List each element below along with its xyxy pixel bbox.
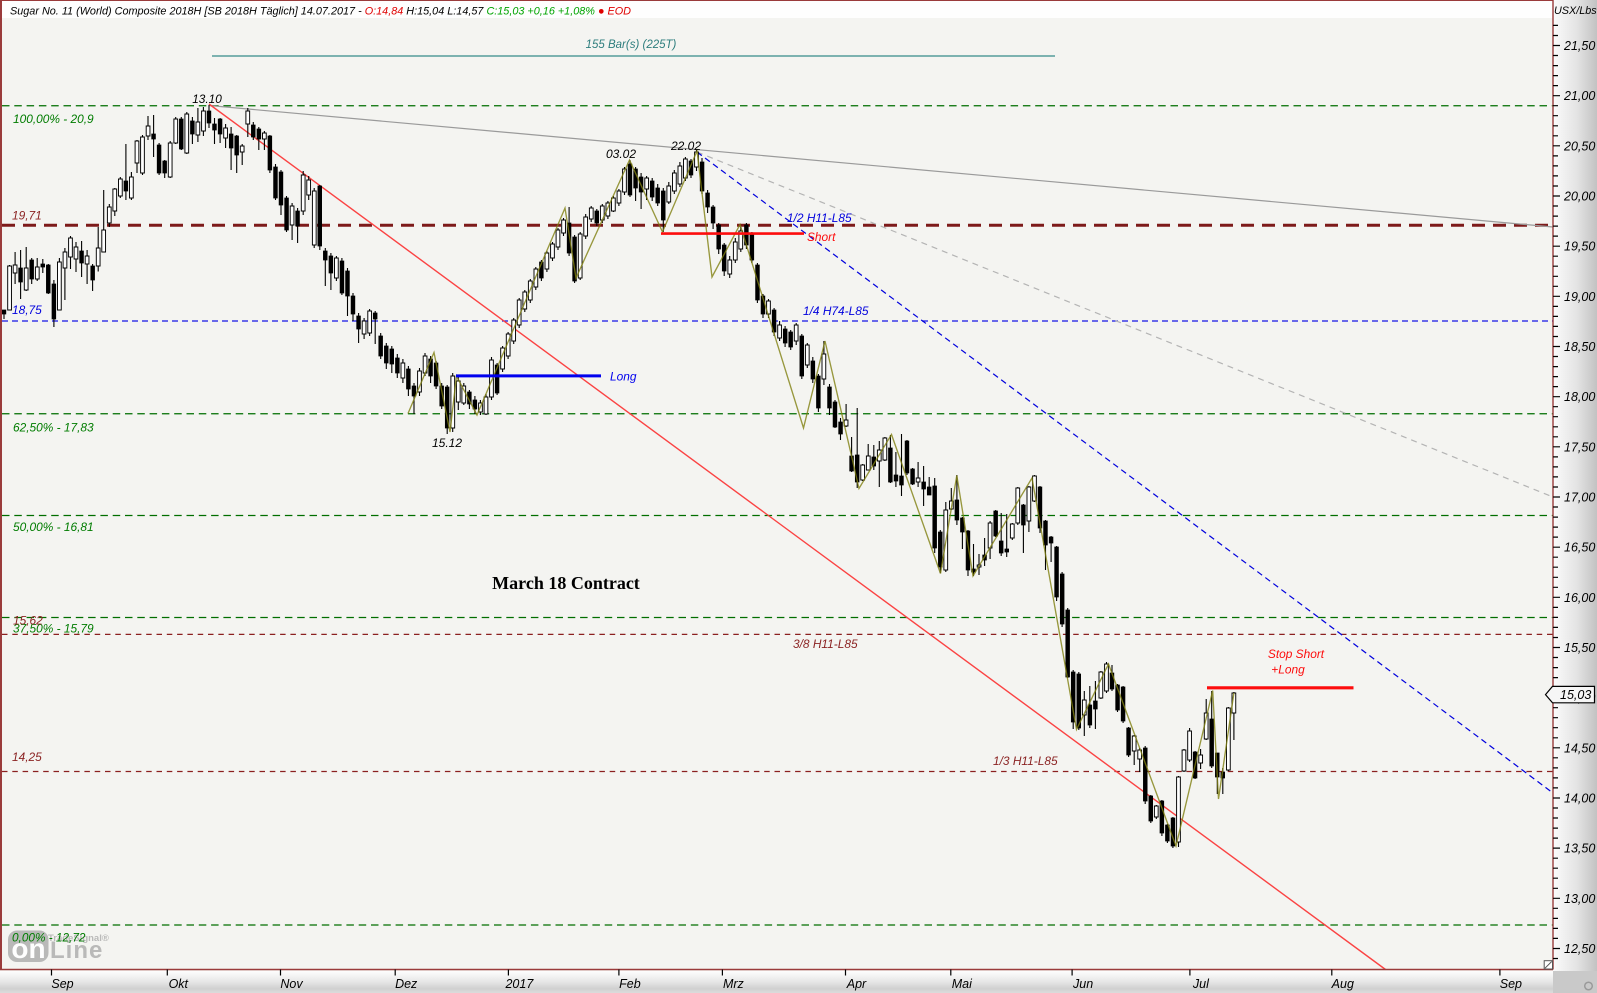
svg-text:Okt: Okt <box>169 977 189 991</box>
svg-text:3/8 H11-L85: 3/8 H11-L85 <box>793 637 858 651</box>
svg-text:19,00: 19,00 <box>1564 290 1595 304</box>
svg-text:21,00: 21,00 <box>1563 89 1595 103</box>
svg-text:12,50: 12,50 <box>1564 942 1595 956</box>
svg-text:1/2 H11-L85: 1/2 H11-L85 <box>787 211 852 225</box>
svg-text:Mai: Mai <box>952 977 973 991</box>
svg-text:Sugar No. 11 (World) Composite: Sugar No. 11 (World) Composite 2018H [SB… <box>10 6 631 18</box>
svg-text:USX/Lbs: USX/Lbs <box>1554 5 1597 17</box>
svg-text:Nov: Nov <box>280 977 303 991</box>
svg-text:Feb: Feb <box>619 977 641 991</box>
svg-text:37,50% - 15,79: 37,50% - 15,79 <box>13 622 94 636</box>
svg-text:14,00: 14,00 <box>1564 791 1595 805</box>
svg-text:21,50: 21,50 <box>1563 39 1595 53</box>
svg-text:17,00: 17,00 <box>1564 490 1595 504</box>
svg-text:15,62: 15,62 <box>13 614 43 628</box>
svg-text:Jul: Jul <box>1192 977 1210 991</box>
svg-text:Sep: Sep <box>1500 977 1522 991</box>
svg-text:18,75: 18,75 <box>12 303 42 317</box>
svg-text:on: on <box>11 933 45 964</box>
svg-text:1/4 H74-L85: 1/4 H74-L85 <box>803 304 869 318</box>
svg-text:0,00% - 12,72: 0,00% - 12,72 <box>12 931 86 945</box>
svg-text:20,50: 20,50 <box>1563 139 1595 153</box>
svg-text:15.12: 15.12 <box>432 436 462 450</box>
svg-text:50,00% - 16,81: 50,00% - 16,81 <box>13 520 94 534</box>
svg-text:16,50: 16,50 <box>1564 541 1595 555</box>
svg-text:18,50: 18,50 <box>1564 340 1595 354</box>
svg-text:155 Bar(s) (225T): 155 Bar(s) (225T) <box>586 39 677 51</box>
svg-text:13,00: 13,00 <box>1564 892 1595 906</box>
svg-text:March 18 Contract: March 18 Contract <box>492 573 640 593</box>
svg-text:100,00% - 20,9: 100,00% - 20,9 <box>13 112 94 126</box>
svg-text:13,50: 13,50 <box>1564 842 1595 856</box>
svg-text:1/3 H11-L85: 1/3 H11-L85 <box>993 754 1058 768</box>
svg-text:Sep: Sep <box>51 977 73 991</box>
svg-text:Long: Long <box>610 370 637 384</box>
svg-text:17,50: 17,50 <box>1564 440 1595 454</box>
svg-text:Mrz: Mrz <box>723 977 745 991</box>
svg-text:16,00: 16,00 <box>1564 591 1595 605</box>
svg-text:Jun: Jun <box>1072 977 1093 991</box>
svg-text:15,03: 15,03 <box>1560 688 1591 702</box>
svg-text:2017: 2017 <box>504 977 534 991</box>
svg-text:+Long: +Long <box>1271 663 1305 677</box>
svg-text:Dez: Dez <box>395 977 418 991</box>
svg-text:19,71: 19,71 <box>12 209 42 223</box>
svg-text:14,50: 14,50 <box>1564 741 1595 755</box>
svg-text:03.02: 03.02 <box>606 147 636 161</box>
svg-text:Stop Short: Stop Short <box>1268 647 1325 661</box>
svg-text:Apr: Apr <box>846 977 867 991</box>
svg-text:Short: Short <box>807 230 836 244</box>
svg-text:13.10: 13.10 <box>192 92 222 106</box>
svg-text:19,50: 19,50 <box>1564 240 1595 254</box>
svg-text:Aug: Aug <box>1331 977 1354 991</box>
svg-text:14,25: 14,25 <box>12 750 42 764</box>
svg-text:22.02: 22.02 <box>670 139 701 153</box>
svg-text:15,50: 15,50 <box>1564 641 1595 655</box>
svg-text:62,50% - 17,83: 62,50% - 17,83 <box>13 421 94 435</box>
svg-text:Line: Line <box>50 937 103 964</box>
svg-text:TradeSignal®: TradeSignal® <box>48 933 109 944</box>
svg-text:18,00: 18,00 <box>1564 390 1595 404</box>
svg-text:20,00: 20,00 <box>1563 190 1595 204</box>
